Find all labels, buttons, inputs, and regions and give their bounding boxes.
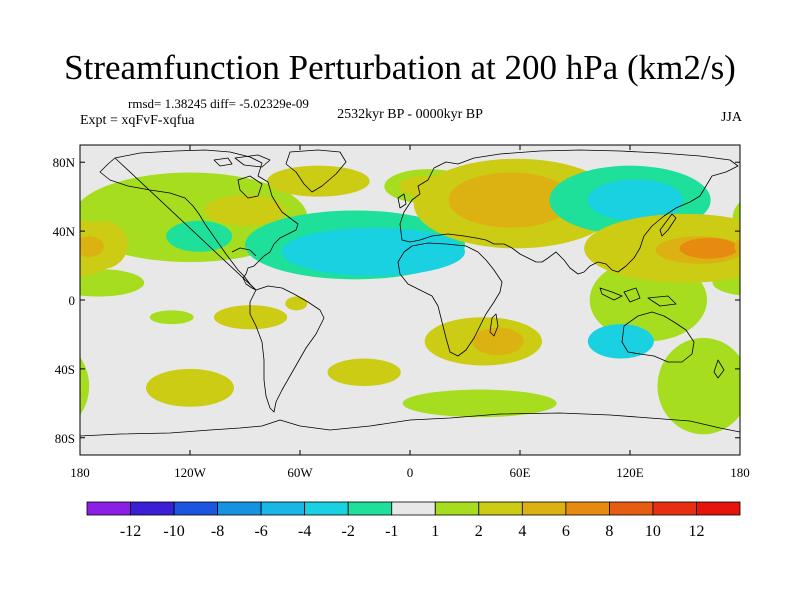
south-america-coast (249, 285, 325, 413)
y-tick-label: 40N (53, 224, 76, 239)
anomaly-region-28 (80, 236, 104, 257)
colorbar-swatch (609, 501, 654, 516)
axes: 180 120W 60W 0 60E 120E 180 80N 40N 0 40S 80S (53, 145, 750, 480)
madagascar-coast (489, 313, 499, 337)
anomaly-region-4 (146, 368, 234, 407)
colorbar-swatch (434, 501, 480, 516)
gulf-of-mexico-coast (231, 247, 257, 257)
anomaly-region-10 (587, 324, 654, 359)
new-zealand-coast (713, 359, 725, 379)
colorbar-label: -6 (254, 523, 267, 540)
y-tick-label: 0 (69, 293, 76, 308)
anomaly-region-21 (448, 172, 574, 228)
anomaly-region-7 (472, 327, 524, 356)
colorbar: -12 -10 -8 -6 -4 -2 -1 1 2 4 6 8 10 12 (86, 501, 741, 540)
y-tick-label: 80S (55, 431, 75, 446)
season-label: JJA (720, 110, 742, 125)
map-panel (0, 144, 741, 456)
anomaly-region-27 (80, 220, 128, 269)
x-tick-label: 180 (70, 465, 90, 480)
anomaly-region-11 (80, 357, 90, 416)
anomaly-region-5 (327, 358, 401, 387)
colorbar-label: 1 (431, 523, 439, 540)
colorbar-swatch (391, 501, 436, 516)
colorbar-label: -12 (120, 523, 141, 540)
colorbar-swatch (260, 501, 306, 516)
north-america-coast (99, 149, 299, 291)
japan-coast (659, 213, 677, 237)
colorbar-label: -8 (211, 523, 224, 540)
anomaly-region-9 (0, 259, 47, 342)
colorbar-label: 6 (562, 523, 570, 540)
colorbar-swatch (696, 501, 741, 516)
stats-text: rmsd= 1.38245 diff= -5.02329e-09 (128, 96, 309, 111)
anomaly-region-23 (587, 179, 684, 221)
arctic-islands-coast (213, 154, 271, 168)
x-tick-label: 60W (287, 465, 313, 480)
y-tick-label: 80N (53, 155, 76, 170)
x-tick-label: 60E (510, 465, 531, 480)
hudson-bay-coast (237, 175, 263, 199)
anomaly-region-0 (80, 269, 145, 297)
colorbar-label: -1 (385, 523, 398, 540)
period-label: 2532kyr BP - 0000kyr BP (337, 107, 483, 122)
x-tick-label: 180 (730, 465, 750, 480)
anomaly-region-13 (204, 194, 286, 226)
anomaly-region-1 (149, 310, 194, 325)
colorbar-swatch (130, 501, 175, 516)
anomaly-region-22 (0, 166, 51, 235)
colorbar-label: -4 (298, 523, 311, 540)
anomaly-region-27 (736, 232, 740, 258)
colorbar-swatch (217, 501, 262, 516)
antarctica-coast (80, 412, 740, 437)
anomaly-region-2 (213, 305, 288, 330)
chart-title: Streamfunction Perturbation at 200 hPa (… (64, 48, 736, 87)
anomaly-region-14 (267, 165, 370, 197)
y-tick-label: 40S (55, 362, 75, 377)
africa-coast (397, 242, 503, 357)
experiment-label: Expt = xqFvF-xqfua (80, 113, 195, 128)
colorbar-label: 12 (688, 523, 704, 540)
anomaly-region-26 (19, 238, 78, 259)
colorbar-swatch (347, 501, 393, 516)
anomaly-region-28 (734, 238, 740, 255)
colorbar-label: 10 (645, 523, 661, 540)
australia-coast (621, 311, 695, 363)
anomaly-field (0, 158, 740, 435)
greenland-coast (285, 149, 347, 193)
colorbar-label: 4 (518, 523, 526, 540)
colorbar-label: 8 (605, 523, 613, 540)
colorbar-swatch (478, 501, 523, 516)
maritime-continent-coast (599, 287, 677, 307)
anomaly-region-12 (732, 201, 740, 233)
colorbar-label: -2 (342, 523, 355, 540)
x-tick-label: 120W (174, 465, 207, 480)
colorbar-swatch (86, 501, 131, 516)
anomaly-region-3 (285, 296, 308, 311)
coastlines (80, 149, 740, 437)
eurasia-coast (399, 149, 739, 275)
anomaly-region-23 (0, 179, 23, 220)
anomaly-region-8 (402, 389, 557, 418)
anomaly-region-16 (281, 227, 465, 276)
colorbar-swatch (304, 501, 349, 516)
colorbar-label: 2 (475, 523, 483, 540)
colorbar-label: -10 (163, 523, 184, 540)
colorbar-swatch (521, 501, 567, 516)
x-tick-label: 0 (407, 465, 414, 480)
colorbar-swatch (652, 501, 697, 516)
colorbar-swatch (173, 501, 218, 516)
colorbar-swatch (565, 501, 610, 516)
uk-coast (397, 193, 407, 209)
anomaly-region-26 (679, 238, 739, 259)
anomaly-region-25 (80, 244, 84, 256)
x-tick-label: 120E (616, 465, 644, 480)
